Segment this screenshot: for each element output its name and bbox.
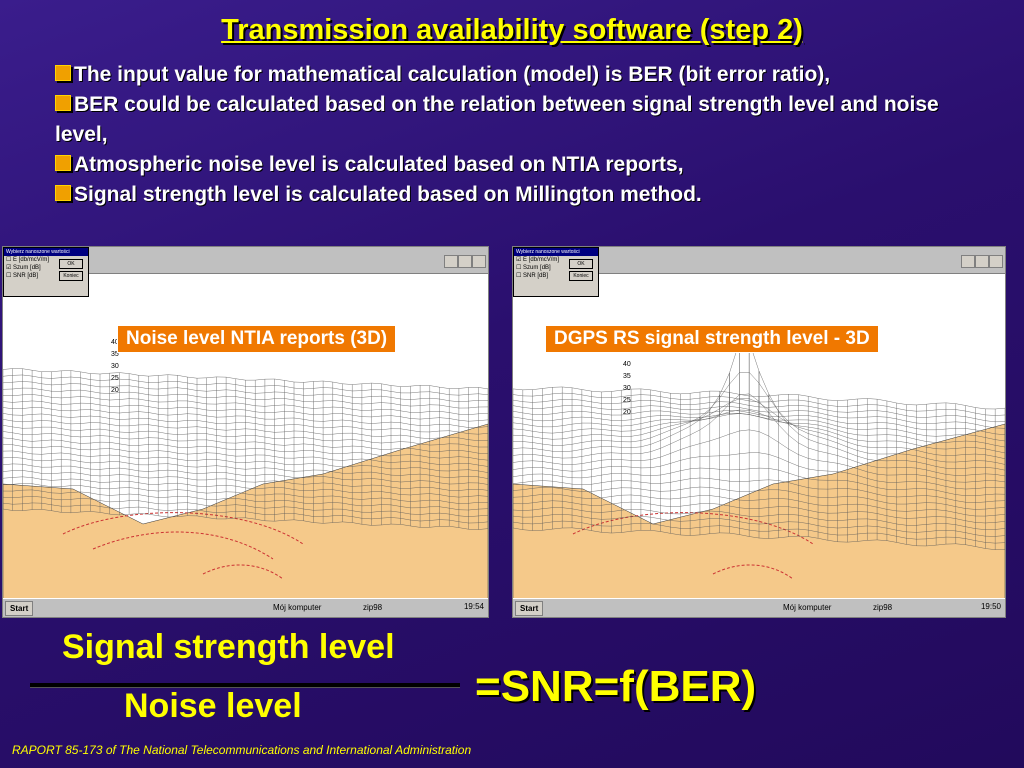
taskbar: Start Mój komputer zip98 19:54	[3, 598, 488, 617]
dialog-option[interactable]: ☐ SNR [dB]	[516, 273, 549, 279]
dialog-option[interactable]: ☐ E [db/mcV/m]	[6, 257, 50, 263]
axis-tick: 25	[623, 397, 631, 404]
dialog-option[interactable]: ☐ Szum [dB]	[516, 265, 551, 271]
ok-button[interactable]: OK	[569, 259, 593, 269]
maximize-icon[interactable]	[458, 255, 472, 268]
close-icon[interactable]	[472, 255, 486, 268]
dialog-option[interactable]: ☑ Szum [dB]	[6, 265, 41, 271]
dialog-option[interactable]: ☐ SNR [dB]	[6, 273, 39, 279]
slide-title: Transmission availability software (step…	[221, 14, 803, 46]
noise-label: Noise level NTIA reports (3D)	[117, 325, 397, 353]
taskbar-computer[interactable]: Mój komputer	[783, 603, 832, 612]
bullet-list: The input value for mathematical calcula…	[55, 60, 955, 210]
value-dialog: Wybierz nanoszone wartości ☐ E [db/mcV/m…	[3, 247, 89, 297]
start-button[interactable]: Start	[515, 601, 544, 616]
footer-source: RAPORT 85-173 of The National Telecommun…	[12, 743, 472, 757]
bullet-text: Atmospheric noise level is calculated ba…	[74, 153, 684, 176]
taskbar-computer[interactable]: Mój komputer	[273, 603, 322, 612]
axis-tick: 30	[623, 385, 631, 392]
noise-surface-svg: 40 35 30 25 20	[3, 339, 488, 599]
taskbar-clock: 19:50	[980, 602, 1001, 611]
taskbar: Start Mój komputer zip98 19:50	[513, 598, 1005, 617]
maximize-icon[interactable]	[975, 255, 989, 268]
cancel-button[interactable]: Koniec	[569, 271, 593, 281]
axis-tick: 20	[111, 387, 119, 394]
axis-tick: 30	[111, 363, 119, 370]
bullet-item: The input value for mathematical calcula…	[55, 60, 955, 90]
axis-tick: 35	[623, 373, 631, 380]
signal-label: DGPS RS signal strength level - 3D	[545, 325, 879, 353]
fraction-line	[30, 683, 460, 687]
close-icon[interactable]	[989, 255, 1003, 268]
axis-tick: 40	[111, 339, 119, 346]
dialog-title: Wybierz nanoszone wartości	[4, 248, 88, 256]
bullet-box-icon	[55, 185, 71, 201]
start-button[interactable]: Start	[5, 601, 34, 616]
formula-numerator: Signal strength level	[62, 628, 395, 666]
axis-tick: 40	[623, 361, 631, 368]
dialog-title: Wybierz nanoszone wartości	[514, 248, 598, 256]
formula-denominator: Noise level	[124, 687, 302, 725]
axis-tick: 25	[111, 375, 119, 382]
signal-screenshot: Wybierz nanoszone wartości ☑ E [db/mcV/m…	[512, 246, 1006, 618]
noise-3d-plot: 40 35 30 25 20	[3, 274, 488, 599]
ok-button[interactable]: OK	[59, 259, 83, 269]
bullet-box-icon	[55, 65, 71, 81]
bullet-item: BER could be calculated based on the rel…	[55, 90, 955, 150]
bullet-item: Atmospheric noise level is calculated ba…	[55, 150, 955, 180]
bullet-item: Signal strength level is calculated base…	[55, 180, 955, 210]
taskbar-app[interactable]: zip98	[873, 603, 893, 612]
bullet-box-icon	[55, 155, 71, 171]
axis-tick: 35	[111, 351, 119, 358]
formula-result: =SNR=f(BER)	[475, 662, 757, 711]
noise-screenshot: Wybierz nanoszone wartości ☐ E [db/mcV/m…	[2, 246, 489, 618]
mesh-line	[513, 341, 1005, 471]
axis-tick: 20	[623, 409, 631, 416]
bullet-box-icon	[55, 95, 71, 111]
taskbar-clock: 19:54	[463, 602, 484, 611]
minimize-icon[interactable]	[961, 255, 975, 268]
taskbar-app[interactable]: zip98	[363, 603, 383, 612]
bullet-text: Signal strength level is calculated base…	[74, 183, 702, 206]
bullet-text: The input value for mathematical calcula…	[74, 63, 831, 86]
dialog-option[interactable]: ☑ E [db/mcV/m]	[516, 257, 560, 263]
cancel-button[interactable]: Koniec	[59, 271, 83, 281]
minimize-icon[interactable]	[444, 255, 458, 268]
signal-3d-plot: 40 35 30 25 20	[513, 274, 1005, 599]
value-dialog: Wybierz nanoszone wartości ☑ E [db/mcV/m…	[513, 247, 599, 297]
signal-surface-svg: 40 35 30 25 20	[513, 341, 1005, 599]
bullet-text: BER could be calculated based on the rel…	[55, 93, 939, 146]
